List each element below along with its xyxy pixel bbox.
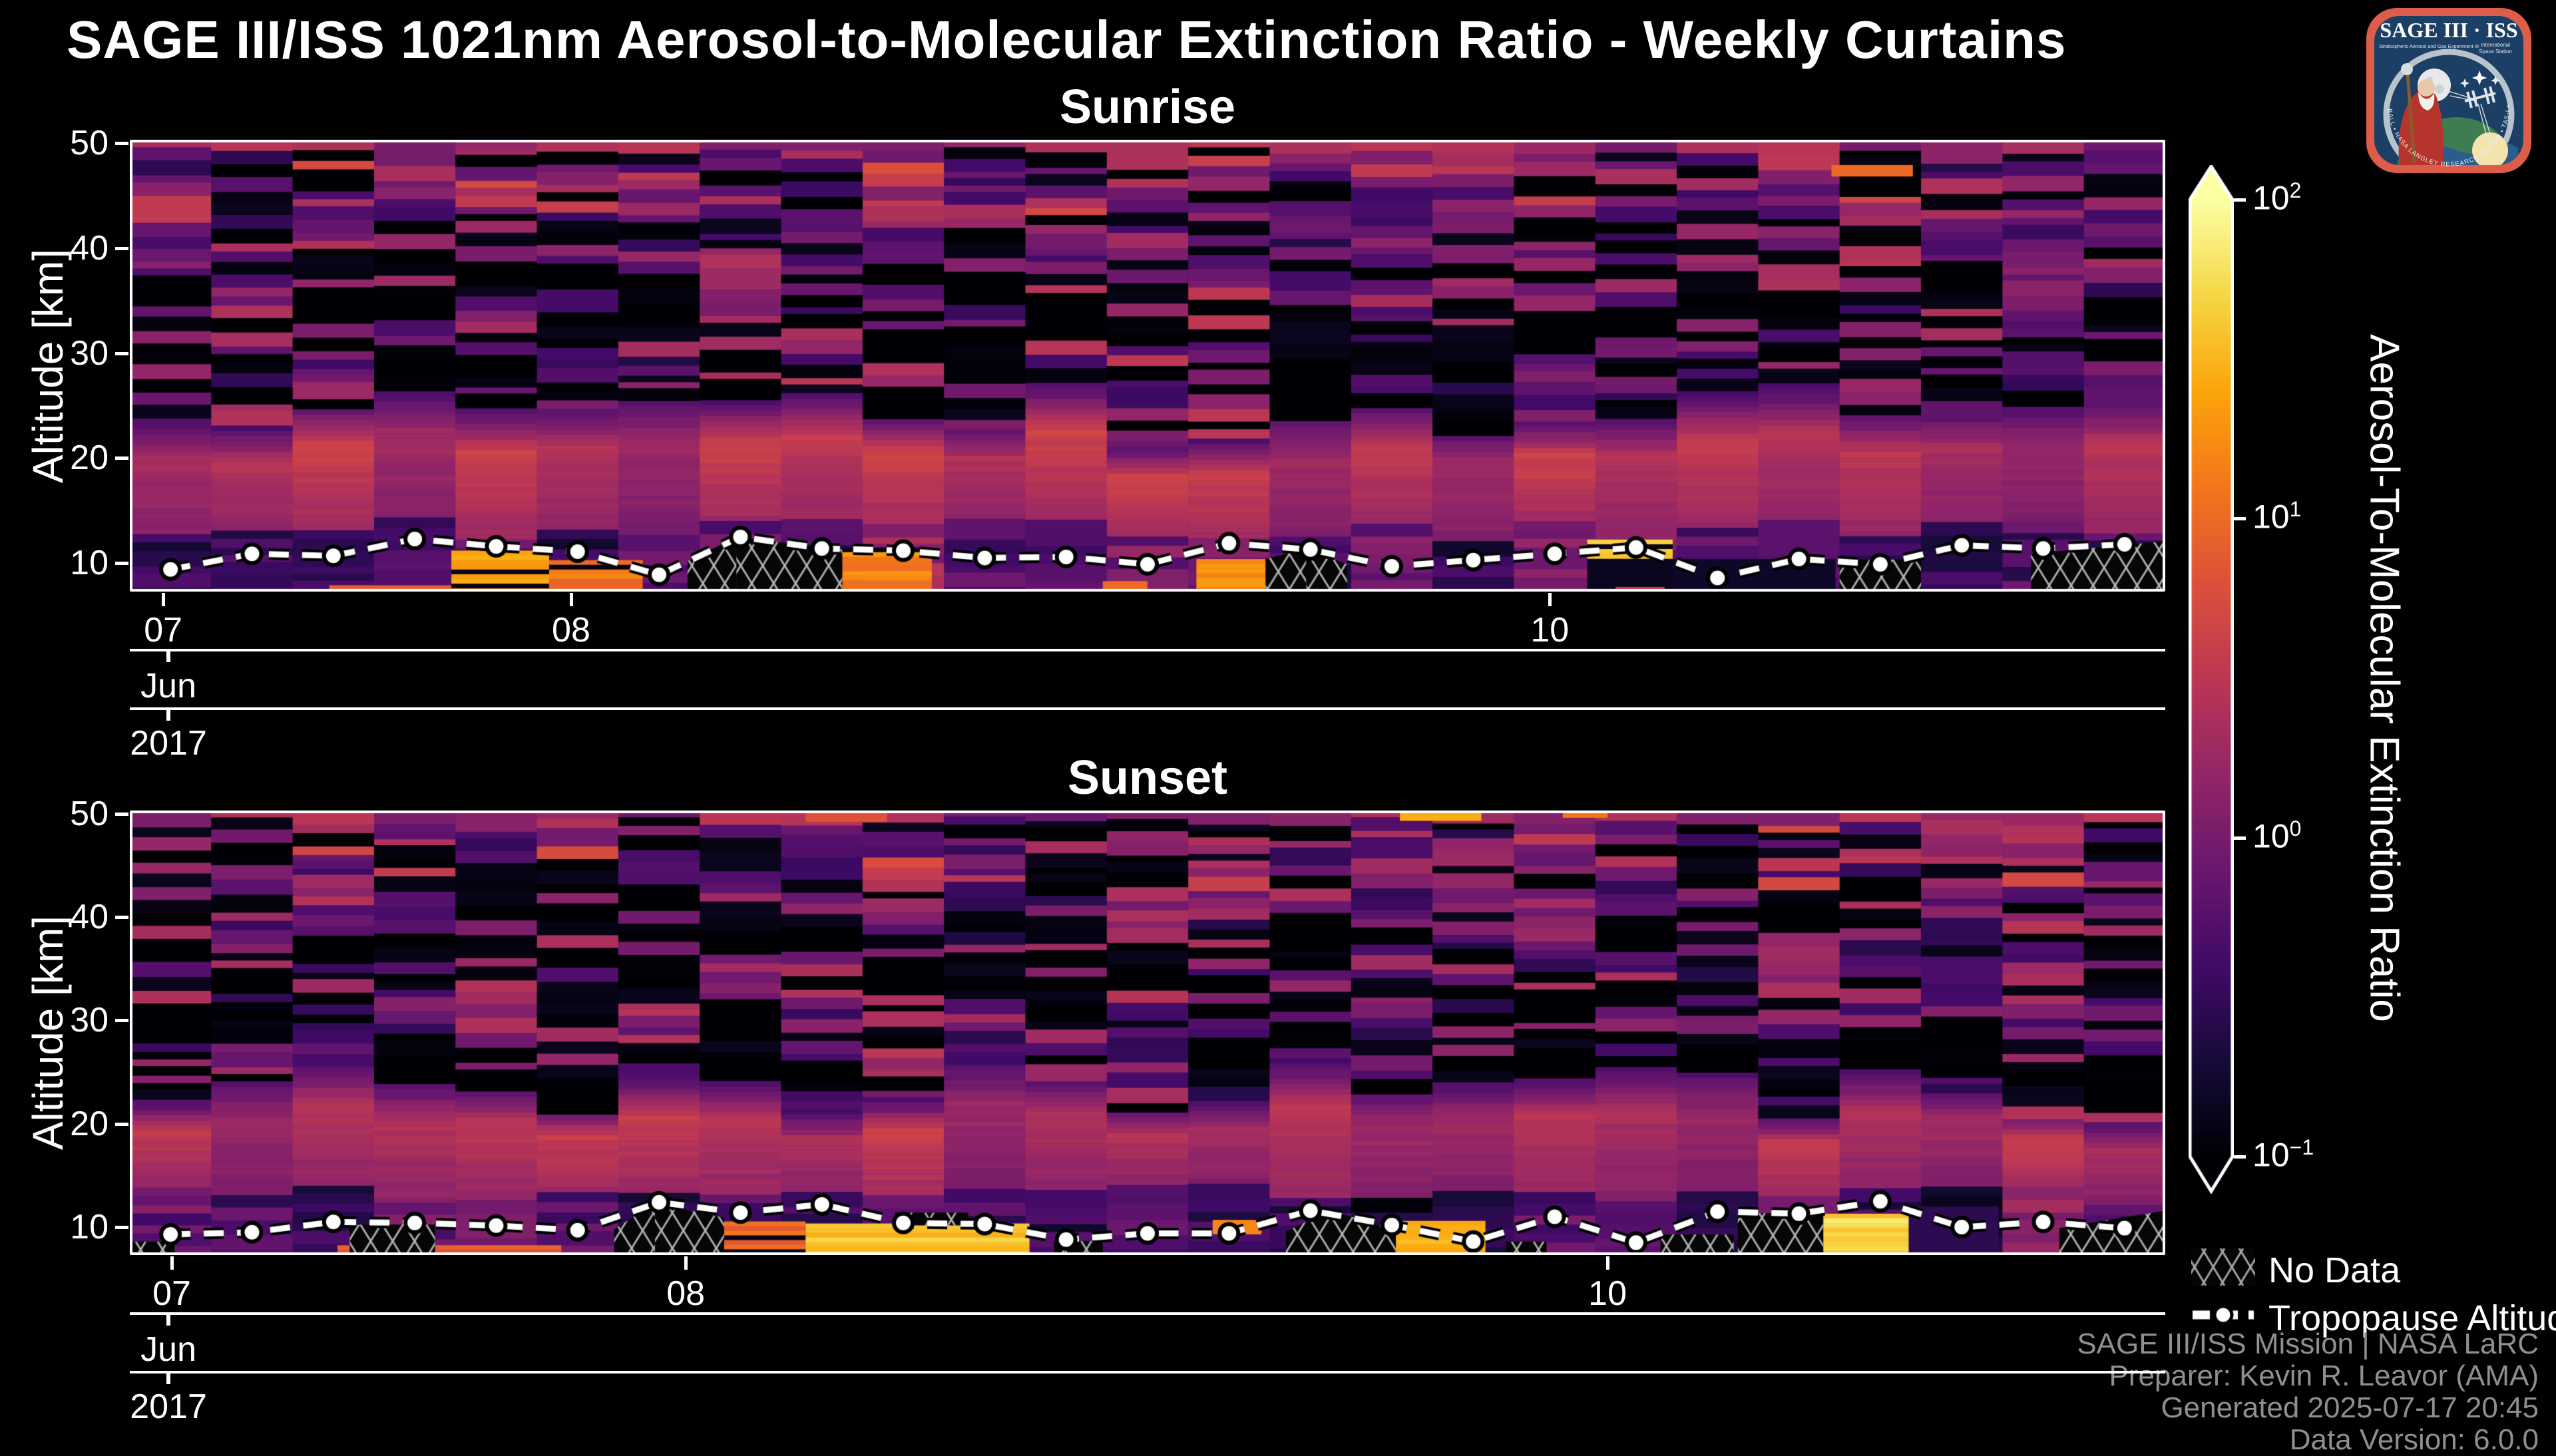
x-tick-label: 07 xyxy=(144,611,183,649)
logo-sun xyxy=(2472,132,2508,165)
y-tick-label: 30 xyxy=(70,1001,108,1040)
x-tick-label: 10 xyxy=(1530,611,1570,649)
x-tick-label: 07 xyxy=(152,1274,191,1313)
year-label: 2017 xyxy=(130,724,207,763)
y-axis-label: Altitude [km] xyxy=(24,248,72,483)
month-tick xyxy=(166,651,171,662)
y-tick xyxy=(115,916,128,919)
x-tick-label: 08 xyxy=(552,611,590,649)
colorbar-tick-label: 100 xyxy=(2252,816,2302,855)
y-tick xyxy=(115,351,128,355)
x-tick-label: 08 xyxy=(666,1274,706,1313)
y-tick xyxy=(115,1226,128,1230)
attribution-line: Data Version: 6.0.0 xyxy=(2289,1423,2539,1456)
month-axis-line xyxy=(130,649,2165,651)
y-tick-label: 40 xyxy=(70,228,108,268)
year-label: 2017 xyxy=(130,1387,207,1426)
figure-title: SAGE III/ISS 1021nm Aerosol-to-Molecular… xyxy=(67,10,2067,69)
panel-title: Sunset xyxy=(1067,751,1228,805)
x-tick xyxy=(162,593,166,606)
colorbar-tick-label: 10−1 xyxy=(2252,1135,2314,1174)
colorbar-label: Aerosol-To-Molecular Extinction Ratio xyxy=(2361,334,2408,1022)
legend-no-data-label: No Data xyxy=(2268,1250,2401,1290)
logo-subtitle-right-2: Space Station xyxy=(2479,49,2512,55)
y-tick-label: 50 xyxy=(70,794,108,833)
x-tick xyxy=(170,1256,174,1270)
y-tick-label: 20 xyxy=(70,1104,108,1143)
panel-title: Sunrise xyxy=(1059,81,1236,134)
colorbar-tick xyxy=(2234,1155,2246,1159)
colorbar-tick xyxy=(2234,836,2246,840)
month-label: Jun xyxy=(140,667,197,705)
mission-logo: SAGE III · ISS Stratospheric Aerosol and… xyxy=(2365,7,2531,173)
tropopause-swatch xyxy=(2191,1296,2255,1334)
logo-orbit-ring xyxy=(2383,49,2515,165)
x-tick xyxy=(1548,593,1552,606)
colorbar-tick xyxy=(2234,517,2246,521)
logo-title: SAGE III · ISS xyxy=(2380,18,2517,42)
year-tick xyxy=(166,710,171,721)
month-label: Jun xyxy=(140,1330,197,1369)
y-tick xyxy=(115,562,128,566)
attribution-line: Generated 2025-07-17 20:45 xyxy=(2161,1391,2539,1424)
x-tick xyxy=(569,593,573,606)
logo-stars xyxy=(2460,71,2500,88)
logo-subtitle-right-1: International xyxy=(2481,42,2510,48)
attribution-line: SAGE III/ISS Mission | NASA LaRC xyxy=(2077,1328,2539,1360)
logo-iss xyxy=(2464,86,2496,108)
y-tick-label: 50 xyxy=(70,123,108,162)
logo-wizard xyxy=(2398,63,2444,165)
colorbar-tick-label: 102 xyxy=(2252,178,2302,217)
y-axis-label: Altitude [km] xyxy=(24,915,72,1151)
y-tick-label: 40 xyxy=(70,898,108,936)
colorbar xyxy=(2189,165,2234,1194)
x-tick-label: 10 xyxy=(1588,1274,1627,1313)
no-data-swatch xyxy=(2191,1248,2255,1286)
y-tick xyxy=(115,141,128,145)
month-tick xyxy=(166,1315,171,1326)
y-tick-label: 10 xyxy=(70,544,108,583)
y-tick xyxy=(115,246,128,250)
y-tick xyxy=(115,1019,128,1023)
logo-moon-crater xyxy=(2435,85,2444,94)
year-axis-line xyxy=(130,1371,2165,1373)
y-tick xyxy=(115,456,128,460)
x-tick xyxy=(684,1256,688,1270)
heatmap-sunrise xyxy=(130,140,2165,592)
y-tick-label: 30 xyxy=(70,333,108,373)
logo-subtitle-left: Stratospheric Aerosol and Gas Experiment… xyxy=(2379,43,2479,49)
y-tick-label: 10 xyxy=(70,1208,108,1247)
y-tick xyxy=(115,812,128,816)
heatmap-sunset xyxy=(130,811,2165,1255)
colorbar-tick xyxy=(2234,198,2246,202)
colorbar-tick-label: 101 xyxy=(2252,497,2302,536)
year-tick xyxy=(166,1373,171,1384)
month-axis-line xyxy=(130,1312,2165,1315)
y-tick xyxy=(115,1122,128,1126)
attribution-block: SAGE III/ISS Mission | NASA LaRC Preparer… xyxy=(2077,1328,2539,1456)
attribution-line: Preparer: Kevin R. Leavor (AMA) xyxy=(2109,1360,2539,1392)
year-axis-line xyxy=(130,707,2165,710)
x-tick xyxy=(1606,1256,1610,1270)
legend-tropopause-label: Tropopause Altitude xyxy=(2268,1298,2556,1338)
y-tick-label: 20 xyxy=(70,439,108,478)
